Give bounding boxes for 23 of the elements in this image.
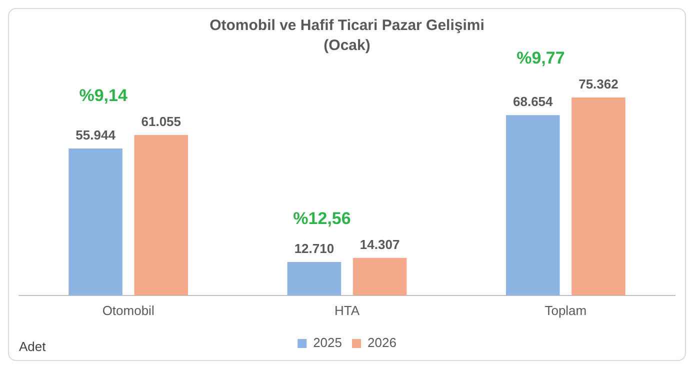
chart-subtitle: (Ocak) (324, 37, 370, 54)
chart-title: Otomobil ve Hafif Ticari Pazar Gelişimi (210, 17, 484, 34)
bar (134, 135, 188, 296)
annotation: %12,56 (293, 209, 351, 228)
data-label: 61.055 (141, 114, 182, 130)
data-label: 12.710 (294, 241, 334, 256)
annotation: %9,14 (79, 86, 128, 106)
legend-label: 2025 (313, 335, 342, 350)
bar (352, 258, 407, 296)
bar (506, 115, 560, 296)
bar (68, 148, 122, 296)
text: %9,77 (516, 48, 565, 68)
legend-label: 2026 (368, 335, 396, 350)
x-tick-label: Toplam (544, 302, 587, 318)
x-tick-label: Otomobil (102, 302, 154, 318)
data-label: 14.307 (360, 236, 400, 252)
data-label: 75.362 (578, 76, 618, 92)
bar (572, 97, 626, 296)
data-label: 68.654 (512, 94, 554, 110)
data-label: 55.944 (76, 128, 116, 143)
text: Adet (19, 339, 46, 354)
bar (287, 262, 342, 296)
x-tick-label: HTA (334, 302, 360, 318)
